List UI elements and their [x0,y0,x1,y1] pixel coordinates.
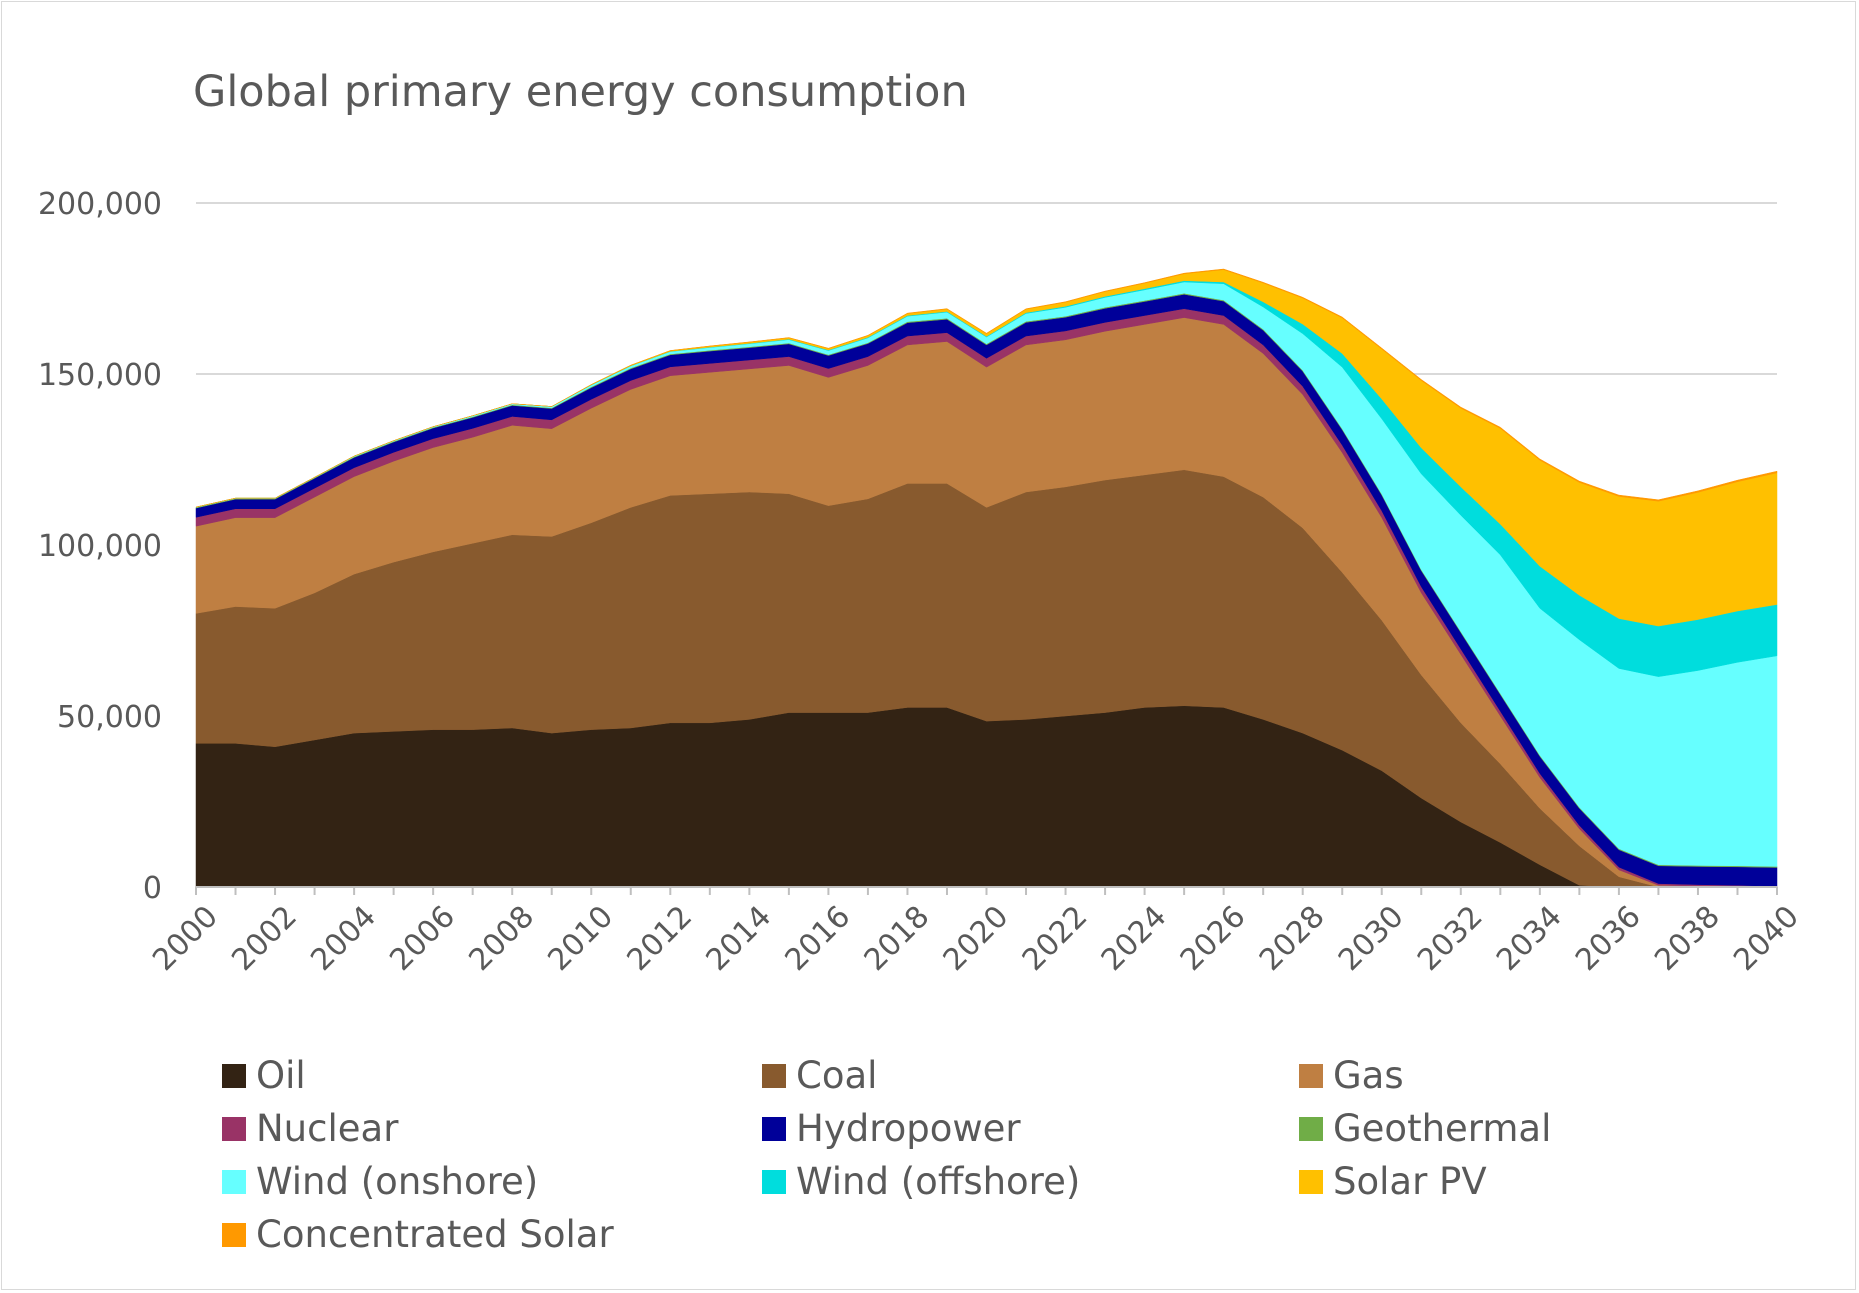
x-tick-label: 2010 [541,899,620,978]
x-tick-label: 2020 [937,899,1016,978]
x-tick-label: 2030 [1332,899,1411,978]
x-tick-label: 2000 [146,899,225,978]
legend-label: Geothermal [1333,1107,1552,1150]
legend-label: Solar PV [1333,1160,1487,1203]
legend-swatch [222,1116,246,1141]
x-tick-label: 2038 [1648,899,1727,978]
y-tick-label: 150,000 [38,358,162,393]
x-tick-label: 2018 [858,899,937,978]
legend-label: Nuclear [256,1107,399,1150]
legend-swatch [762,1116,786,1141]
area-series [195,268,1778,888]
y-axis: 0 50,000 100,000 150,000 200,000 [38,187,162,906]
legend-item: Hydropower [762,1105,1299,1152]
legend-label: Wind (offshore) [796,1160,1081,1203]
x-tick-label: 2026 [1174,899,1253,978]
legend-label: Concentrated Solar [256,1213,614,1256]
x-tick-label: 2034 [1490,899,1569,978]
legend-label: Wind (onshore) [256,1160,539,1203]
x-tick-label: 2040 [1727,899,1806,978]
x-tick-label: 2016 [779,899,858,978]
x-tick-label: 2012 [620,899,699,978]
area-concentrated-solar [195,268,1778,508]
x-tick-label: 2008 [462,899,541,978]
legend-label: Coal [796,1054,878,1097]
legend-swatch [762,1063,786,1088]
legend-label: Gas [1333,1054,1404,1097]
legend-label: Oil [256,1054,306,1097]
x-tick-label: 2024 [1095,899,1174,978]
legend: Oil Coal Gas Nuclear Hydropower Geothermal Win… [222,1052,1842,1258]
legend-item: Coal [762,1052,1299,1099]
legend-item: Solar PV [1299,1158,1839,1205]
x-tick-label: 2028 [1253,899,1332,978]
legend-item: Nuclear [222,1105,762,1152]
x-tick-label: 2022 [1016,899,1095,978]
legend-swatch [222,1222,246,1247]
legend-item: Oil [222,1052,762,1099]
legend-swatch [222,1063,246,1088]
legend-swatch [762,1169,786,1194]
x-tick-label: 2004 [304,899,383,978]
y-tick-label: 100,000 [38,529,162,564]
legend-swatch [222,1169,246,1194]
legend-item: Wind (offshore) [762,1158,1299,1205]
x-tick-label: 2002 [225,899,304,978]
legend-item: Gas [1299,1052,1839,1099]
y-tick-label: 50,000 [57,700,162,735]
x-tick-label: 2014 [700,899,779,978]
legend-item: Concentrated Solar [222,1211,762,1258]
chart-title: Global primary energy consumption [193,67,968,117]
x-tick-label: 2032 [1411,899,1490,978]
legend-item: Geothermal [1299,1105,1839,1152]
y-tick-label: 200,000 [38,187,162,222]
y-tick-label: 0 [143,871,162,906]
legend-swatch [1299,1116,1323,1141]
x-tick-label: 2036 [1569,899,1648,978]
legend-label: Hydropower [796,1107,1021,1150]
legend-swatch [1299,1169,1323,1194]
x-axis: 2000 2002 2004 2006 2008 2010 2012 2014 2016 2018… [146,886,1806,978]
legend-item: Wind (onshore) [222,1158,762,1205]
x-tick-label: 2006 [383,899,462,978]
legend-swatch [1299,1063,1323,1088]
